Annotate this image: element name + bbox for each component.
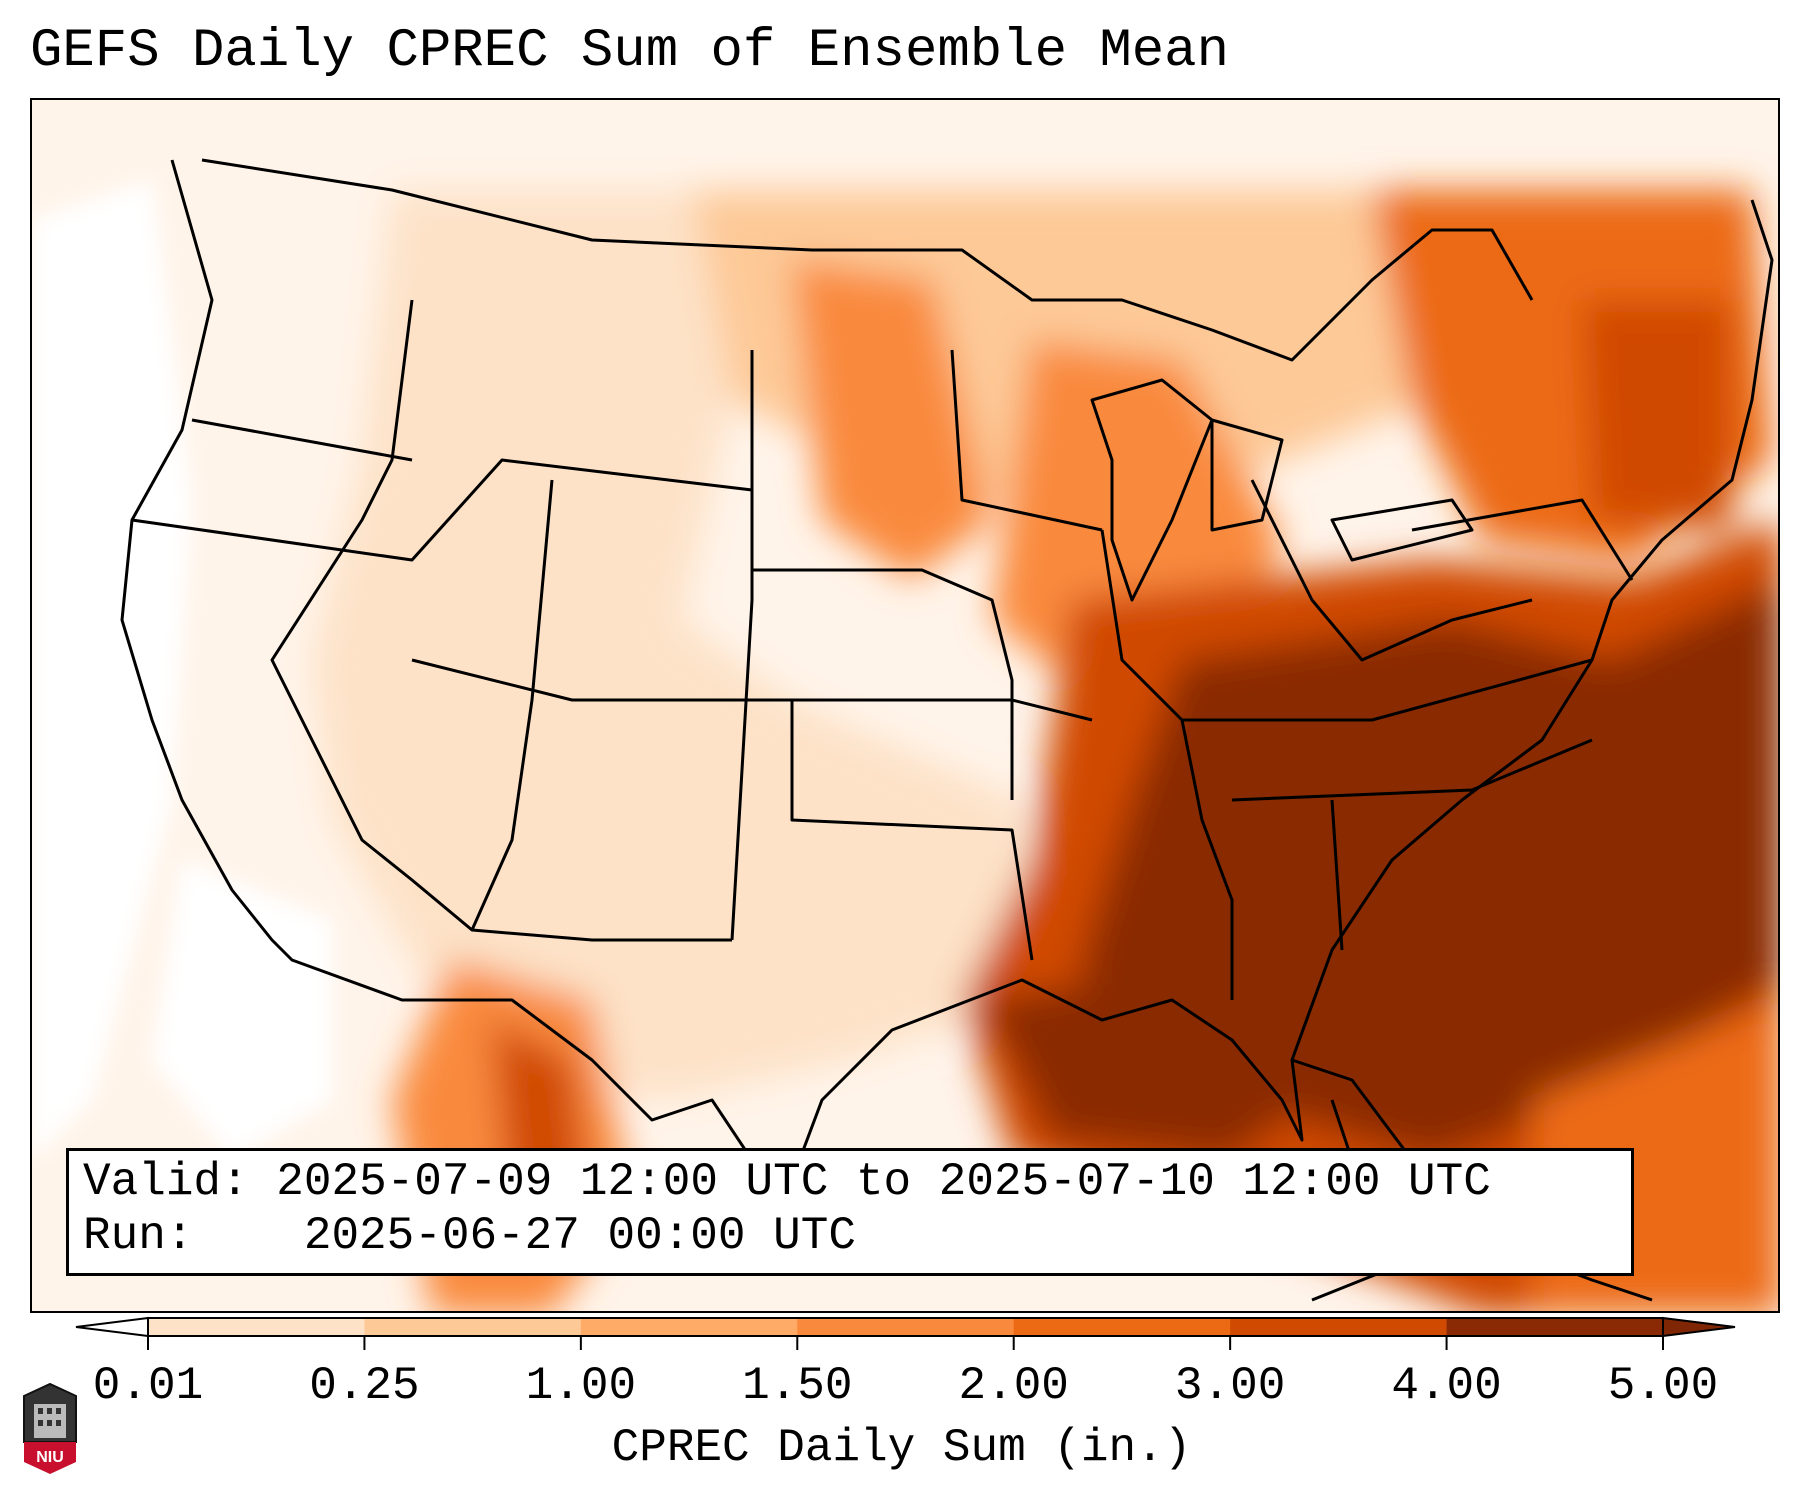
state-borders <box>120 158 1774 1302</box>
colorbar-segment <box>1013 1318 1231 1336</box>
colorbar-tick-label: 2.00 <box>958 1360 1069 1412</box>
colorbar-segment <box>1230 1318 1448 1336</box>
colorbar-under-extension <box>75 1316 149 1338</box>
colorbar-segment <box>148 1318 365 1336</box>
svg-text:NIU: NIU <box>36 1449 64 1466</box>
run-value: 2025-06-27 00:00 UTC <box>303 1210 856 1262</box>
colorbar-segment <box>364 1318 582 1336</box>
colorbar-tick-label: 5.00 <box>1607 1360 1719 1412</box>
colorbar-tick-label: 1.00 <box>525 1360 637 1412</box>
map-canvas <box>32 100 1778 1311</box>
valid-value: 2025-07-09 12:00 UTC to 2025-07-10 12:00… <box>276 1156 1491 1208</box>
colorbar-tick-label: 1.50 <box>742 1360 853 1412</box>
colorbar-tick-label: 0.01 <box>92 1360 204 1412</box>
precipitation-map <box>30 98 1780 1313</box>
colorbar-tick-label: 3.00 <box>1174 1360 1286 1412</box>
run-label: Run: <box>83 1210 194 1262</box>
colorbar-tick-label: 4.00 <box>1391 1360 1502 1412</box>
precip-shading <box>312 190 1778 1311</box>
chart-title: GEFS Daily CPREC Sum of Ensemble Mean <box>30 21 1229 82</box>
valid-label: Valid: <box>83 1156 249 1208</box>
validity-info-box: Valid: 2025-07-09 12:00 UTC to 2025-07-1… <box>66 1148 1634 1276</box>
colorbar-over-extension <box>1662 1316 1736 1338</box>
colorbar <box>75 1316 1736 1350</box>
dry-areas <box>32 180 332 1160</box>
colorbar-segment <box>797 1318 1015 1336</box>
colorbar-outline <box>147 1317 1664 1337</box>
colorbar-segment <box>1446 1318 1664 1336</box>
colorbar-label: CPREC Daily Sum (in.) <box>611 1422 1192 1474</box>
colorbar-tick-label: 0.25 <box>309 1360 420 1412</box>
colorbar-segment <box>580 1318 798 1336</box>
niu-logo-icon: NIU <box>23 1382 77 1474</box>
